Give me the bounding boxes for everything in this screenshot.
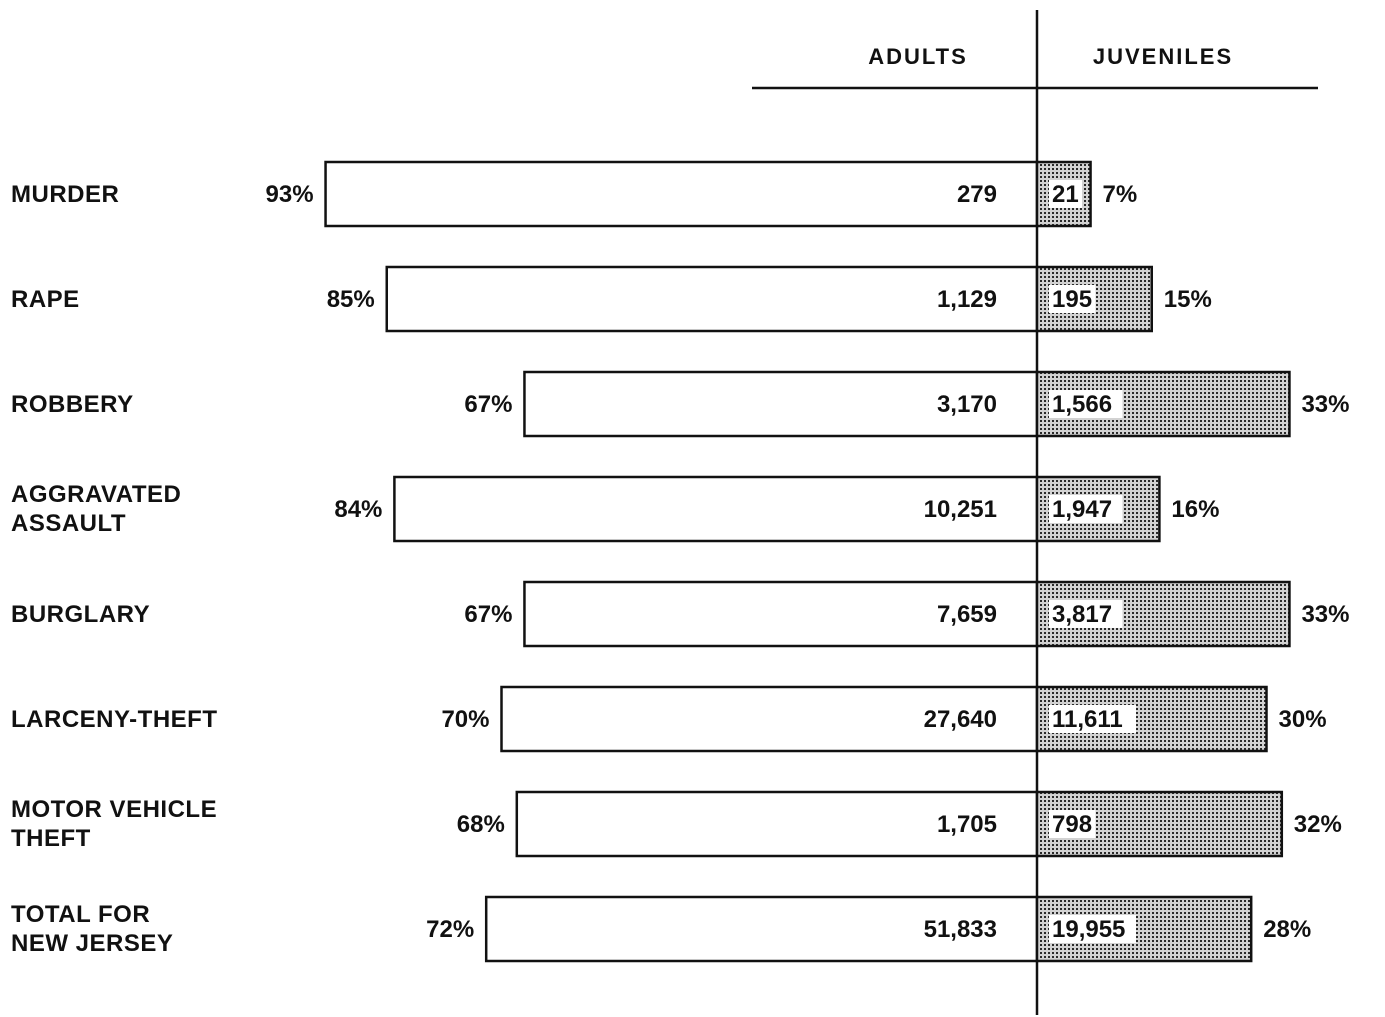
adult-percent-label: 72%	[426, 916, 474, 943]
juvenile-percent-label: 16%	[1171, 496, 1219, 523]
adult-count-label: 51,833	[924, 916, 997, 943]
adult-count-label: 27,640	[924, 706, 997, 733]
adult-bar	[500, 685, 1039, 753]
juvenile-count-backing	[1049, 495, 1123, 523]
juvenile-count-backing	[1049, 705, 1136, 733]
category-label: ROBBERY	[11, 391, 134, 418]
adult-count-label: 3,170	[937, 391, 997, 418]
adult-count-label: 1,129	[937, 286, 997, 313]
juvenile-percent-label: 15%	[1164, 286, 1212, 313]
chart-rows: MURDER 93% 279 21 7% RAPE 85% 1,129 195 15% ROBBER…	[11, 160, 1349, 963]
header-adults: ADULTS	[868, 44, 968, 69]
category-label: TOTAL FOR NEW JERSEY	[11, 901, 173, 957]
juvenile-count-label: 11,611	[1052, 706, 1123, 733]
juvenile-count-label: 19,955	[1052, 916, 1125, 943]
juvenile-count-label: 195	[1052, 286, 1092, 313]
juvenile-percent-label: 7%	[1103, 181, 1138, 208]
category-label: MOTOR VEHICLE THEFT	[11, 796, 217, 852]
juvenile-count-backing	[1049, 600, 1123, 628]
adult-count-label: 7,659	[937, 601, 997, 628]
juvenile-count-label: 798	[1052, 811, 1092, 838]
juvenile-count-label: 21	[1052, 181, 1079, 208]
juvenile-count-backing	[1049, 285, 1096, 313]
adult-bar	[385, 265, 1039, 333]
juvenile-count-backing	[1049, 180, 1082, 208]
adult-percent-label: 93%	[266, 181, 314, 208]
juvenile-percent-label: 32%	[1294, 811, 1342, 838]
juvenile-count-label: 1,947	[1052, 496, 1112, 523]
juvenile-percent-label: 28%	[1263, 916, 1311, 943]
category-label: AGGRAVATED ASSAULT	[11, 481, 181, 537]
adult-bar	[393, 475, 1039, 543]
category-label: MURDER	[11, 181, 119, 208]
adult-count-label: 279	[957, 181, 997, 208]
juvenile-percent-label: 33%	[1301, 601, 1349, 628]
adult-percent-label: 67%	[464, 601, 512, 628]
adult-percent-label: 67%	[464, 391, 512, 418]
juvenile-count-label: 3,817	[1052, 601, 1112, 628]
adult-bar	[324, 160, 1039, 228]
category-label: RAPE	[11, 286, 80, 313]
adult-bar	[523, 580, 1039, 648]
adult-percent-label: 70%	[441, 706, 489, 733]
adult-count-label: 10,251	[924, 496, 997, 523]
juvenile-count-backing	[1049, 390, 1123, 418]
category-label: LARCENY-THEFT	[11, 706, 218, 733]
juvenile-count-backing	[1049, 810, 1096, 838]
juvenile-count-backing	[1049, 915, 1136, 943]
juvenile-count-label: 1,566	[1052, 391, 1112, 418]
header-juveniles: JUVENILES	[1093, 44, 1233, 69]
adult-percent-label: 84%	[334, 496, 382, 523]
adult-bar	[515, 790, 1039, 858]
adult-percent-label: 68%	[457, 811, 505, 838]
juvenile-percent-label: 33%	[1301, 391, 1349, 418]
adult-count-label: 1,705	[937, 811, 997, 838]
category-label: BURGLARY	[11, 601, 150, 628]
adult-bar	[484, 895, 1039, 963]
adult-percent-label: 85%	[327, 286, 375, 313]
juvenile-percent-label: 30%	[1279, 706, 1327, 733]
